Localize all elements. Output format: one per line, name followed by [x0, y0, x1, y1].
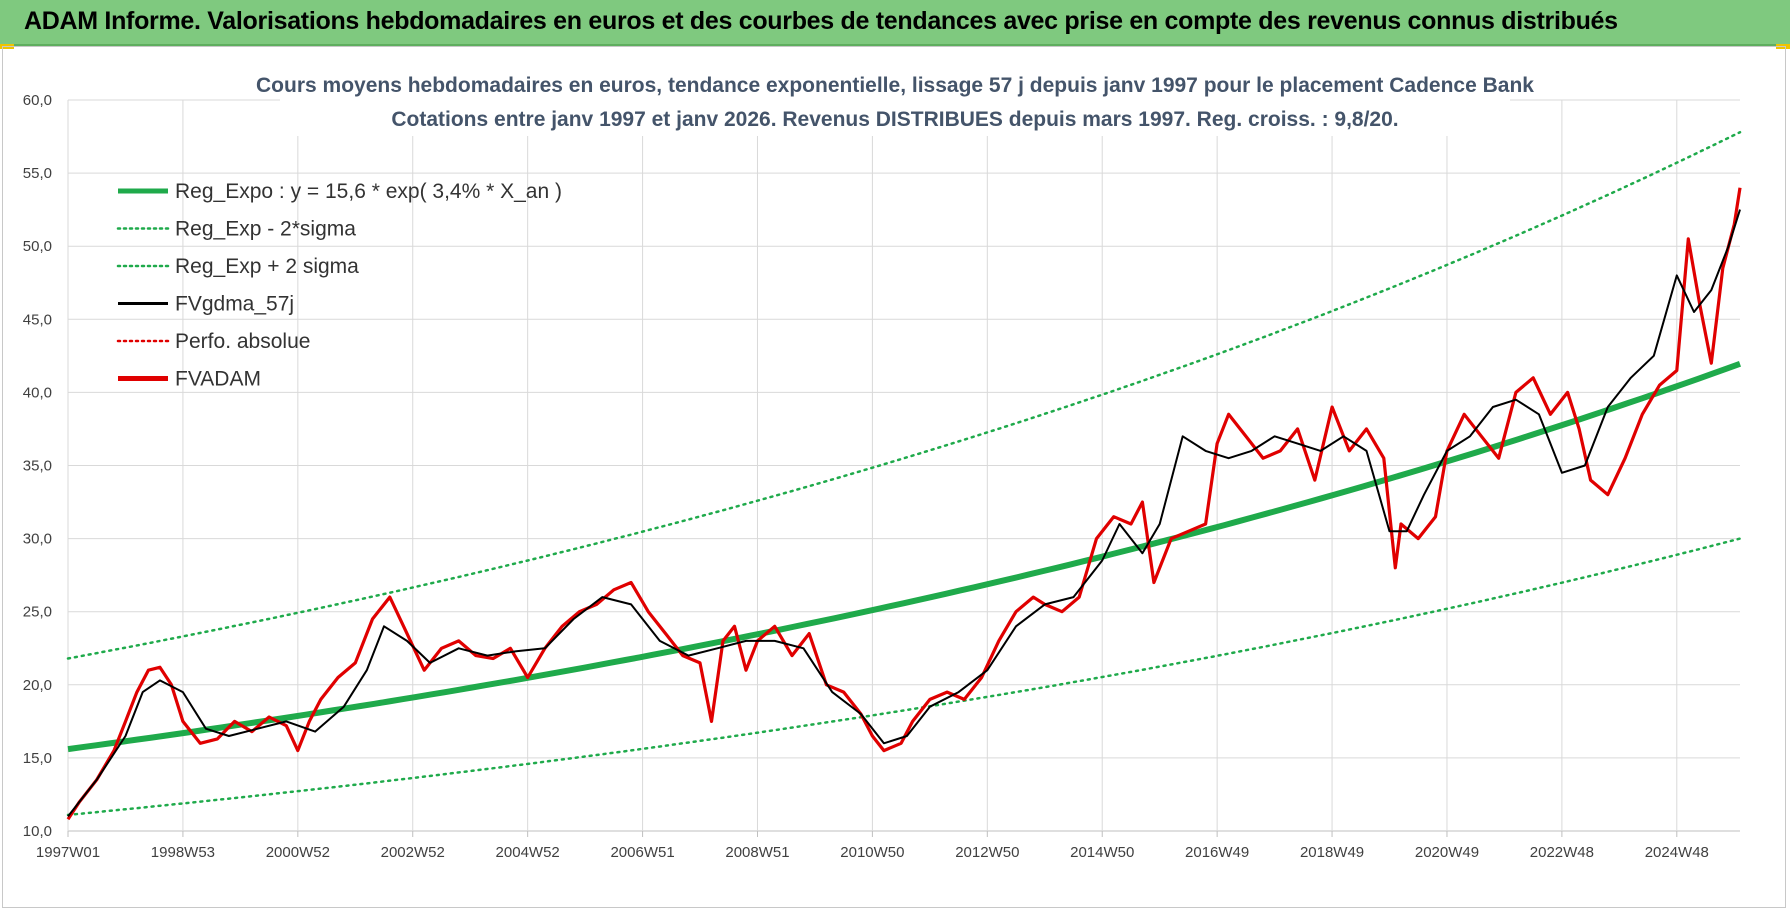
- x-tick-label: 2002W52: [381, 844, 445, 861]
- x-tick-label: 2020W49: [1415, 844, 1479, 861]
- fvgdma-line: [67, 209, 1741, 818]
- legend-label: Reg_Expo : y = 15,6 * exp( 3,4% * X_an ): [175, 180, 562, 203]
- x-tick-label: 2000W52: [266, 844, 330, 861]
- x-tick-label: 2008W51: [725, 844, 789, 861]
- chart-title-line1: Cours moyens hebdomadaires en euros, ten…: [256, 74, 1534, 97]
- y-tick-label: 50,0: [23, 238, 52, 255]
- y-tick-label: 60,0: [23, 92, 52, 109]
- x-tick-label: 2016W49: [1185, 844, 1249, 861]
- y-tick-label: 55,0: [23, 165, 52, 182]
- chart-grid: [67, 99, 1740, 837]
- legend-label: FVADAM: [175, 368, 261, 391]
- x-tick-label: 2014W50: [1070, 844, 1134, 861]
- legend-label: Reg_Exp - 2*sigma: [175, 218, 356, 241]
- x-tick-label: 1997W01: [36, 844, 100, 861]
- report-title: ADAM Informe. Valorisations hebdomadaire…: [24, 7, 1618, 35]
- y-tick-label: 25,0: [23, 604, 52, 621]
- y-tick-label: 45,0: [23, 311, 52, 328]
- fvadam-line: [66, 187, 1742, 821]
- x-tick-label: 2010W50: [840, 844, 904, 861]
- band-lower-line: [66, 537, 1742, 817]
- y-tick-label: 30,0: [23, 531, 52, 548]
- y-axis-ticks: 10,0 15,0 20,0 25,0 30,0 35,0 40,0 45,0 50,0 55,0…: [23, 92, 52, 840]
- x-tick-label: 2004W52: [496, 844, 560, 861]
- y-tick-label: 10,0: [23, 823, 52, 840]
- x-tick-label: 2018W49: [1300, 844, 1364, 861]
- report-banner: ADAM Informe. Valorisations hebdomadaire…: [0, 0, 1790, 46]
- legend-label: Reg_Exp + 2 sigma: [175, 255, 359, 278]
- x-tick-label: 1998W53: [151, 844, 215, 861]
- y-tick-label: 15,0: [23, 750, 52, 767]
- title-background: [280, 66, 1510, 136]
- x-tick-label: 2024W48: [1645, 844, 1709, 861]
- legend-label: FVgdma_57j: [175, 293, 294, 316]
- legend-label: Perfo. absolue: [175, 330, 310, 353]
- x-tick-label: 2012W50: [955, 844, 1019, 861]
- band-upper-line: [66, 130, 1742, 660]
- x-tick-label: 2006W51: [610, 844, 674, 861]
- chart-frame: [2, 46, 1786, 908]
- x-axis-ticks: 1997W01 1998W53 2000W52 2002W52 2004W52 2006W…: [36, 844, 1709, 861]
- y-tick-label: 40,0: [23, 384, 52, 401]
- chart-title-line2: Cotations entre janv 1997 et janv 2026. …: [391, 108, 1398, 131]
- y-tick-label: 20,0: [23, 677, 52, 694]
- chart-legend: Reg_Expo : y = 15,6 * exp( 3,4% * X_an )…: [116, 180, 562, 391]
- y-tick-label: 35,0: [23, 458, 52, 475]
- chart-series: [66, 130, 1742, 821]
- x-tick-label: 2022W48: [1530, 844, 1594, 861]
- regression-line: [67, 360, 1742, 753]
